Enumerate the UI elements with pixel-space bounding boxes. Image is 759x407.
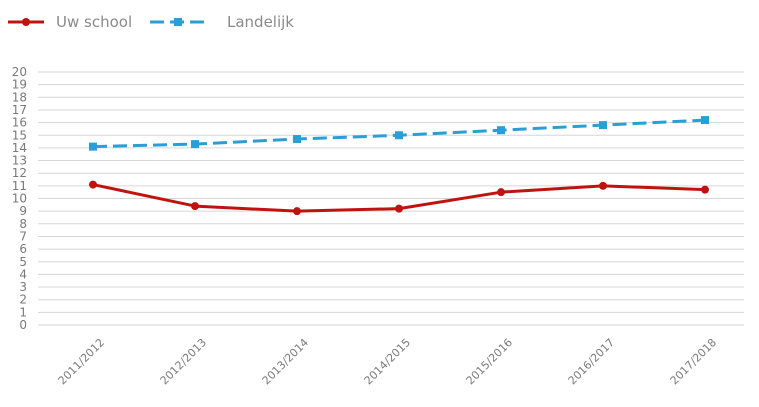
y-tick-label: 7 (19, 229, 27, 243)
data-point-uw-school (395, 204, 403, 213)
legend-marker-uw-school (22, 18, 30, 26)
x-tick-label: 2016/2017 (566, 336, 617, 387)
x-tick-label: 2014/2015 (362, 336, 413, 387)
data-point-landelijk (497, 126, 505, 135)
x-tick-label: 2011/2012 (56, 336, 107, 387)
y-tick-label: 16 (12, 116, 27, 130)
y-tick-label: 0 (19, 318, 27, 332)
y-tick-label: 4 (19, 267, 27, 281)
data-point-uw-school (293, 207, 301, 216)
y-tick-label: 3 (19, 280, 27, 294)
legend-item-landelijk: Landelijk (150, 13, 294, 31)
y-tick-label: 13 (12, 154, 27, 168)
y-tick-label: 10 (12, 192, 27, 206)
data-point-landelijk (89, 142, 97, 151)
x-tick-label: 2013/2014 (260, 336, 311, 387)
y-tick-label: 15 (12, 128, 27, 142)
data-point-landelijk (191, 140, 199, 149)
x-tick-label: 2015/2016 (464, 336, 515, 387)
legend-label-uw-school: Uw school (56, 13, 132, 31)
x-tick-label: 2012/2013 (158, 336, 209, 387)
data-point-uw-school (701, 185, 709, 194)
data-point-uw-school (191, 202, 199, 211)
y-tick-label: 19 (12, 78, 27, 92)
legend: Uw school Landelijk (8, 13, 294, 31)
y-tick-label: 8 (19, 217, 27, 231)
y-tick-label: 6 (19, 242, 27, 256)
series (89, 116, 709, 216)
y-tick-label: 5 (19, 255, 27, 269)
y-tick-label: 2 (19, 293, 27, 307)
x-tick-label: 2017/2018 (668, 336, 719, 387)
data-point-landelijk (395, 131, 403, 140)
data-point-uw-school (89, 180, 97, 189)
y-tick-label: 14 (12, 141, 27, 155)
data-point-uw-school (599, 181, 607, 190)
x-axis: 2011/2012 2012/2013 2013/2014 2014/2015 2015… (56, 336, 719, 387)
y-tick-label: 11 (12, 179, 27, 193)
gridlines (38, 71, 744, 326)
data-point-landelijk (599, 121, 607, 130)
legend-item-uw-school: Uw school (8, 13, 132, 31)
data-point-uw-school (497, 188, 505, 197)
y-tick-label: 18 (12, 90, 27, 104)
y-tick-label: 9 (19, 204, 27, 218)
y-tick-label: 20 (12, 65, 27, 79)
y-tick-label: 12 (12, 166, 27, 180)
data-point-landelijk (701, 116, 709, 125)
y-tick-label: 1 (19, 305, 27, 319)
legend-marker-landelijk (174, 18, 182, 26)
data-point-landelijk (293, 135, 301, 144)
y-tick-label: 17 (12, 103, 27, 117)
legend-label-landelijk: Landelijk (227, 13, 294, 31)
